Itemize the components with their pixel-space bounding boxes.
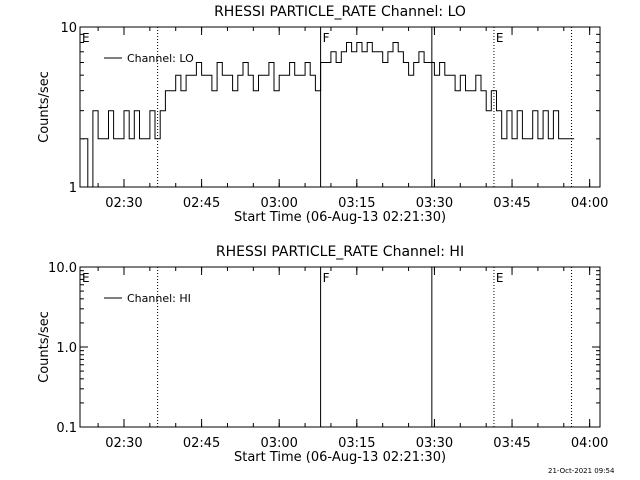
x-tick-label: 02:45 bbox=[183, 196, 220, 211]
x-axis-label: Start Time (06-Aug-13 02:21:30) bbox=[234, 450, 446, 465]
footer-timestamp: 21-Oct-2021 09:54 bbox=[548, 467, 615, 475]
x-tick-label: 03:00 bbox=[260, 436, 297, 451]
y-tick-label: 0.1 bbox=[56, 421, 77, 436]
legend-label: Channel: HI bbox=[127, 292, 191, 305]
x-tick-label: 03:30 bbox=[416, 436, 453, 451]
chart-panel-1: RHESSI PARTICLE_RATE Channel: LO 02:30 02:… bbox=[37, 4, 608, 225]
x-tick-label: 04:00 bbox=[571, 436, 608, 451]
y-tick-label: 1.0 bbox=[56, 341, 77, 356]
x-tick-label: 02:45 bbox=[183, 436, 220, 451]
y-tick-label: 10 bbox=[60, 21, 77, 36]
legend-label: Channel: LO bbox=[127, 52, 194, 65]
x-tick-label: 02:30 bbox=[105, 436, 142, 451]
x-tick-label: 03:15 bbox=[338, 436, 375, 451]
marker-label: E bbox=[82, 31, 90, 45]
x-tick-label: 04:00 bbox=[571, 196, 608, 211]
x-tick-label: 03:15 bbox=[338, 196, 375, 211]
marker-label: E bbox=[496, 31, 504, 45]
chart-title: RHESSI PARTICLE_RATE Channel: HI bbox=[216, 244, 464, 260]
marker-label: F bbox=[323, 31, 330, 45]
chart-panel-2: RHESSI PARTICLE_RATE Channel: HI 02:30 02:… bbox=[37, 244, 608, 465]
x-tick-label: 03:45 bbox=[493, 196, 530, 211]
chart-title: RHESSI PARTICLE_RATE Channel: LO bbox=[214, 4, 466, 20]
x-axis-label: Start Time (06-Aug-13 02:21:30) bbox=[234, 210, 446, 225]
y-axis-label: Counts/sec bbox=[37, 311, 52, 383]
y-tick-label: 1 bbox=[69, 181, 77, 196]
y-axis-label: Counts/sec bbox=[37, 71, 52, 143]
marker-label: F bbox=[323, 271, 330, 285]
marker-label: E bbox=[496, 271, 504, 285]
series-line-1 bbox=[82, 42, 575, 188]
x-tick-label: 03:00 bbox=[260, 196, 297, 211]
x-tick-label: 03:45 bbox=[493, 436, 530, 451]
plot-frame bbox=[79, 26, 601, 188]
x-tick-label: 02:30 bbox=[105, 196, 142, 211]
y-tick-label: 10.0 bbox=[48, 261, 77, 276]
x-tick-label: 03:30 bbox=[416, 196, 453, 211]
marker-label: E bbox=[82, 271, 90, 285]
